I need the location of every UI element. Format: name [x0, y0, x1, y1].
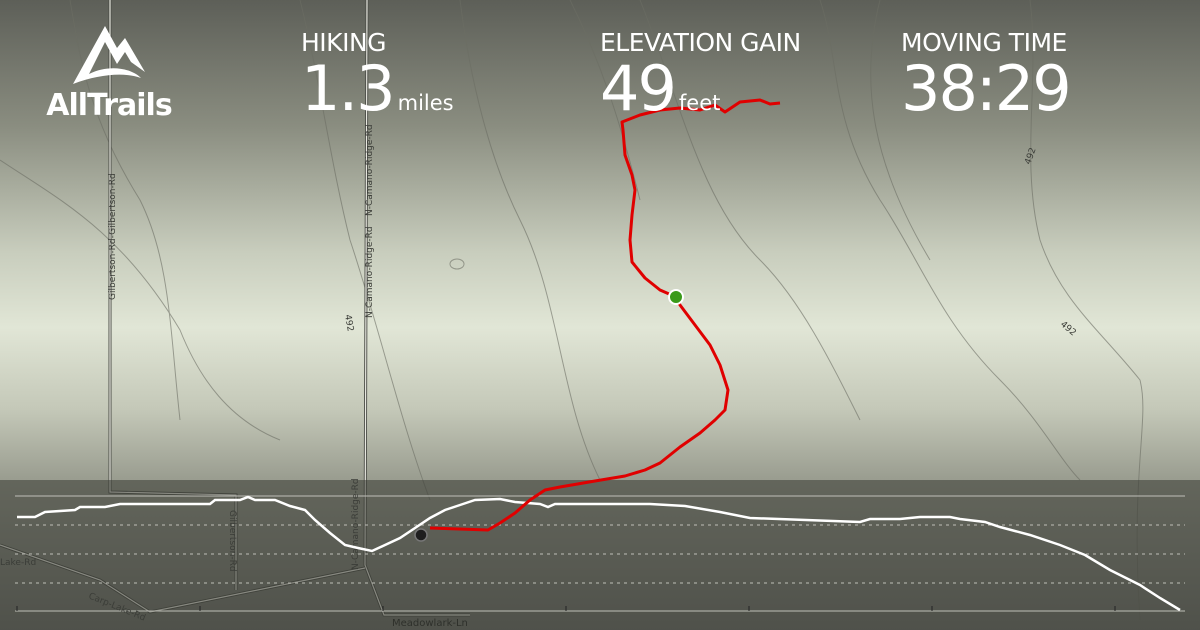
- contour-lines: [0, 0, 1144, 621]
- contour-label: 492: [342, 314, 355, 333]
- road-label: Gilbertson-Rd: [227, 510, 237, 572]
- stat-unit: feet: [678, 91, 721, 115]
- contour-label: 492: [1023, 146, 1038, 166]
- start-marker: [668, 289, 684, 305]
- road-label: N-Camano-Ridge-Rd: [365, 226, 375, 318]
- road-label: Meadowlark-Ln: [392, 618, 468, 629]
- stat-value: 1.3: [301, 52, 396, 125]
- stat-value: 38:29: [901, 52, 1072, 125]
- road-label: N-Camano-Ridge-Rd: [365, 124, 375, 216]
- elevation-panel: [0, 480, 1200, 630]
- stat-label: HIKING: [301, 28, 387, 57]
- brand-name: AllTrails: [46, 88, 172, 123]
- elevation-gain-stat: ELEVATION GAIN 49 feet: [600, 28, 801, 135]
- stat-label: MOVING TIME: [901, 28, 1067, 57]
- road-label: Lake-Rd: [0, 558, 36, 568]
- mountain-logo-icon: [73, 26, 145, 84]
- elevation-profile-line: [17, 495, 1181, 612]
- stat-unit: miles: [397, 91, 454, 115]
- stat-value: 49: [600, 52, 677, 125]
- stat-label: ELEVATION GAIN: [600, 28, 801, 57]
- moving-time-stat: MOVING TIME 38:29: [901, 28, 1072, 121]
- end-marker: [414, 528, 428, 542]
- activity-stat: HIKING 1.3 miles: [301, 28, 454, 135]
- alltrails-logo: AllTrails: [44, 20, 174, 123]
- road-label: Gilbertson-Rd-Gilbertson-Rd: [108, 173, 118, 300]
- contour-label: 492: [1058, 320, 1078, 339]
- elevation-grid: [15, 495, 1185, 612]
- trail-track: [429, 98, 781, 532]
- road-label: N-Camano-Ridge-Rd: [351, 478, 361, 570]
